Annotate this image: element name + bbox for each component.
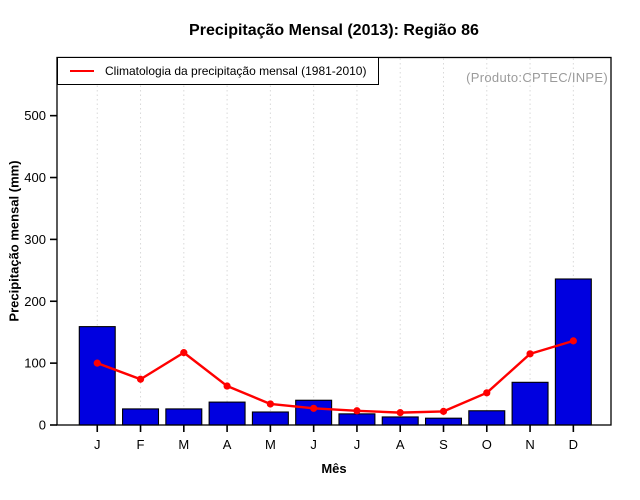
climatology-point — [396, 409, 404, 417]
y-tick-label: 200 — [24, 294, 46, 309]
y-tick-label: 400 — [24, 170, 46, 185]
climatology-point — [310, 404, 318, 412]
y-tick-label: 500 — [24, 108, 46, 123]
climatology-point — [223, 382, 231, 390]
x-tick-label: A — [396, 437, 405, 452]
bar — [295, 399, 333, 426]
climatology-point — [526, 350, 534, 358]
climatology-point — [180, 349, 188, 357]
climatology-point — [483, 389, 491, 397]
x-tick-label: D — [569, 437, 578, 452]
bar — [165, 408, 203, 426]
x-tick-label: A — [223, 437, 232, 452]
bar — [78, 326, 116, 426]
x-tick-label: J — [310, 437, 317, 452]
x-tick-label: O — [482, 437, 492, 452]
chart-title: Precipitação Mensal (2013): Região 86 — [189, 22, 479, 39]
climatology-line — [96, 339, 574, 414]
bar — [381, 416, 419, 426]
bar — [554, 278, 592, 426]
bar — [511, 381, 549, 426]
y-tick-label: 100 — [24, 356, 46, 371]
x-tick-label: M — [265, 437, 276, 452]
climatology-point — [93, 359, 101, 367]
climatology-point — [569, 337, 577, 345]
bar — [208, 401, 246, 426]
y-tick-label: 300 — [24, 232, 46, 247]
x-tick-label: J — [354, 437, 361, 452]
x-tick-label: F — [137, 437, 145, 452]
bar — [468, 410, 506, 426]
climatology-point — [266, 400, 274, 408]
source-annotation: (Produto:CPTEC/INPE) — [466, 70, 608, 85]
legend-label: Climatologia da precipitação mensal (198… — [105, 64, 367, 78]
bar — [424, 417, 463, 426]
x-tick-label: N — [525, 437, 534, 452]
y-axis-title: Precipitação mensal (mm) — [6, 160, 22, 322]
y-tick-label: 0 — [39, 418, 46, 433]
legend-line-sample-icon — [70, 70, 94, 72]
x-axis-title: Mês — [321, 461, 347, 476]
x-tick-label: M — [178, 437, 189, 452]
x-tick-label: S — [439, 437, 448, 452]
bar — [338, 413, 376, 426]
climatology-point — [439, 407, 448, 415]
legend-box: Climatologia da precipitação mensal (198… — [57, 57, 379, 85]
climatology-point — [136, 375, 145, 383]
x-tick-label: J — [94, 437, 101, 452]
climatology-point — [353, 407, 361, 415]
bar — [122, 408, 160, 426]
bar — [251, 411, 289, 426]
